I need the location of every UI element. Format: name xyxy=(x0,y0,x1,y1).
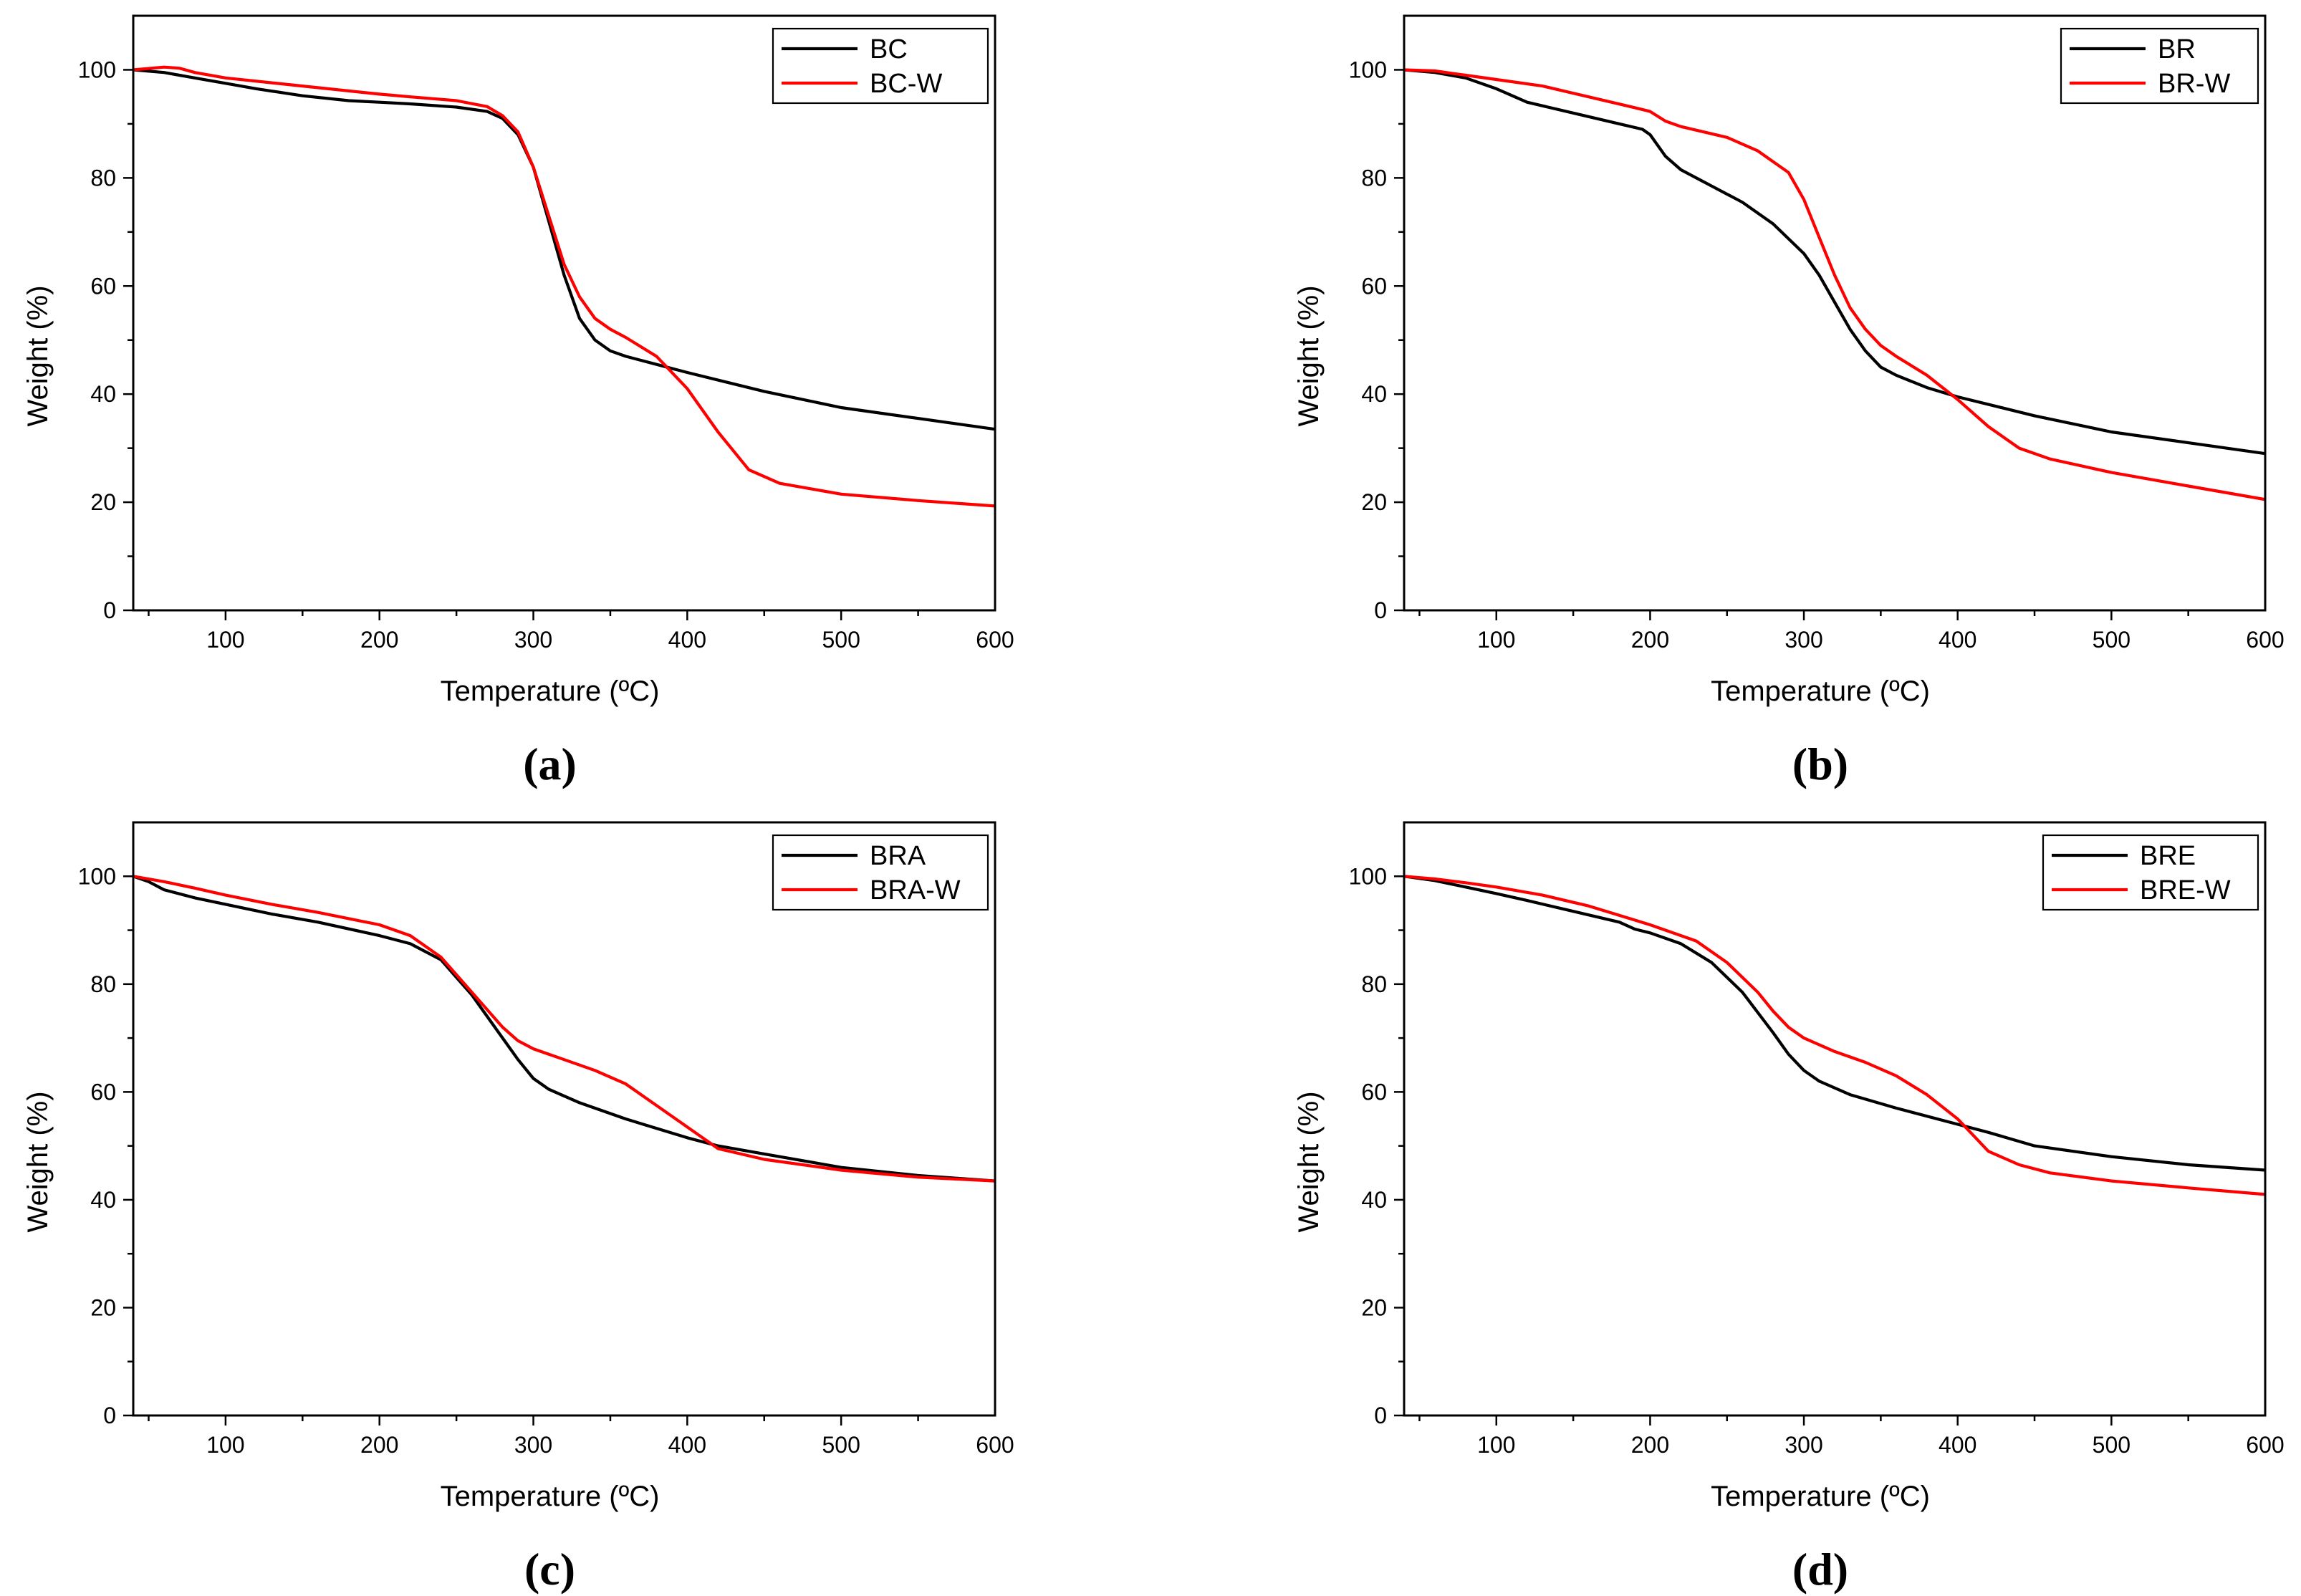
y-tick-label: 60 xyxy=(90,1079,116,1105)
y-tick-label: 40 xyxy=(90,381,116,407)
chart-panel-a: 100 200 300 400 500 600 0 20 40 60 80 100 Temperatur… xyxy=(22,14,1014,789)
x-tick-label: 400 xyxy=(1939,1432,1976,1458)
y-axis-label: Weight (%) xyxy=(22,1091,54,1232)
x-tick-label: 100 xyxy=(1477,627,1515,653)
x-tick-label: 500 xyxy=(822,1432,860,1458)
y-tick-label: 0 xyxy=(103,597,116,623)
x-tick-label: 500 xyxy=(2093,627,2131,653)
y-tick-label: 80 xyxy=(1361,971,1387,997)
legend-label-br: BR xyxy=(2158,34,2196,64)
y-tick-label: 80 xyxy=(90,971,116,997)
x-tick-label: 600 xyxy=(976,627,1014,653)
x-tick-label: 600 xyxy=(2246,627,2284,653)
y-tick-label: 60 xyxy=(90,273,116,299)
plot-frame xyxy=(132,14,996,612)
y-tick-label: 0 xyxy=(1374,597,1387,623)
x-tick-label: 300 xyxy=(514,1432,552,1458)
y-tick-label: 40 xyxy=(1361,381,1387,407)
x-tick-label: 400 xyxy=(1939,627,1976,653)
y-tick-label: 100 xyxy=(1349,57,1387,82)
x-tick-label: 100 xyxy=(206,1432,244,1458)
x-axis-label: Temperature (ºC) xyxy=(1711,1481,1930,1512)
legend-box xyxy=(2060,27,2259,105)
x-axis-label: Temperature (ºC) xyxy=(441,1481,660,1512)
chart-panel-b: 100 200 300 400 500 600 0 20 40 60 80 100 Temperatur… xyxy=(1293,14,2285,789)
series-line-bra-w xyxy=(133,875,995,1183)
legend-label-br-w: BR-W xyxy=(2158,69,2230,99)
legend: BRE BRE-W xyxy=(2042,834,2259,911)
x-tick-label: 200 xyxy=(1631,627,1669,653)
legend-label-bra-w: BRA-W xyxy=(870,875,961,905)
y-tick-label: 20 xyxy=(1361,489,1387,515)
x-axis-label: Temperature (ºC) xyxy=(1711,676,1930,707)
x-tick-label: 500 xyxy=(2093,1432,2131,1458)
y-axis-label: Weight (%) xyxy=(22,285,54,426)
x-tick-label: 100 xyxy=(206,627,244,653)
legend: BRA BRA-W xyxy=(772,834,989,911)
series-line-bre xyxy=(1404,875,2265,1172)
x-tick-label: 200 xyxy=(360,1432,398,1458)
y-tick-label: 100 xyxy=(78,57,116,82)
legend-box xyxy=(772,834,989,911)
x-axis-label: Temperature (ºC) xyxy=(441,676,660,707)
legend-label-bc-w: BC-W xyxy=(870,69,942,99)
plot-frame xyxy=(1403,821,2267,1417)
y-tick-label: 0 xyxy=(103,1403,116,1428)
x-tick-label: 300 xyxy=(1784,1432,1822,1458)
series-line-bra xyxy=(133,875,995,1183)
x-tick-label: 600 xyxy=(2246,1432,2284,1458)
y-tick-label: 60 xyxy=(1361,1079,1387,1105)
chart-panel-d: 100 200 300 400 500 600 0 20 40 60 80 100 Temperatur… xyxy=(1293,821,2285,1595)
x-tick-label: 400 xyxy=(668,1432,706,1458)
x-tick-label: 500 xyxy=(822,627,860,653)
y-tick-label: 100 xyxy=(78,863,116,889)
series-line-bc-w xyxy=(133,65,995,508)
plot-frame xyxy=(1403,14,2267,612)
x-tick-label: 200 xyxy=(1631,1432,1669,1458)
plot-frame xyxy=(132,821,996,1417)
x-tick-label: 100 xyxy=(1477,1432,1515,1458)
y-tick-label: 20 xyxy=(90,1294,116,1320)
series-line-br xyxy=(1404,68,2265,456)
legend: BC BC-W xyxy=(772,27,989,105)
y-tick-label: 80 xyxy=(90,165,116,191)
legend-label-bre: BRE xyxy=(2140,841,2196,871)
chart-panel-c: 100 200 300 400 500 600 0 20 40 60 80 100 Temperatur… xyxy=(22,821,1014,1595)
legend-box xyxy=(772,27,989,105)
panel-label: (a) xyxy=(523,739,577,789)
legend: BR BR-W xyxy=(2060,27,2259,105)
y-tick-label: 40 xyxy=(1361,1187,1387,1213)
legend-label-bra: BRA xyxy=(870,841,926,871)
series-line-bre-w xyxy=(1404,875,2265,1196)
y-tick-label: 40 xyxy=(90,1187,116,1213)
legend-label-bc: BC xyxy=(870,34,908,64)
legend-label-bre-w: BRE-W xyxy=(2140,875,2231,905)
x-tick-label: 600 xyxy=(976,1432,1014,1458)
y-tick-label: 20 xyxy=(1361,1294,1387,1320)
panel-label: (d) xyxy=(1792,1544,1848,1595)
y-tick-label: 100 xyxy=(1349,863,1387,889)
legend-box xyxy=(2042,834,2259,911)
y-tick-label: 80 xyxy=(1361,165,1387,191)
y-tick-label: 60 xyxy=(1361,273,1387,299)
panel-label: (b) xyxy=(1792,739,1848,789)
x-tick-label: 300 xyxy=(514,627,552,653)
y-axis-label: Weight (%) xyxy=(1293,1091,1325,1232)
series-line-bc xyxy=(133,68,995,431)
y-tick-label: 20 xyxy=(90,489,116,515)
series-line-br-w xyxy=(1404,68,2265,501)
x-tick-label: 300 xyxy=(1784,627,1822,653)
x-tick-label: 400 xyxy=(668,627,706,653)
panel-label: (c) xyxy=(524,1544,575,1595)
x-tick-label: 200 xyxy=(360,627,398,653)
y-axis-label: Weight (%) xyxy=(1293,285,1325,426)
y-tick-label: 0 xyxy=(1374,1403,1387,1428)
